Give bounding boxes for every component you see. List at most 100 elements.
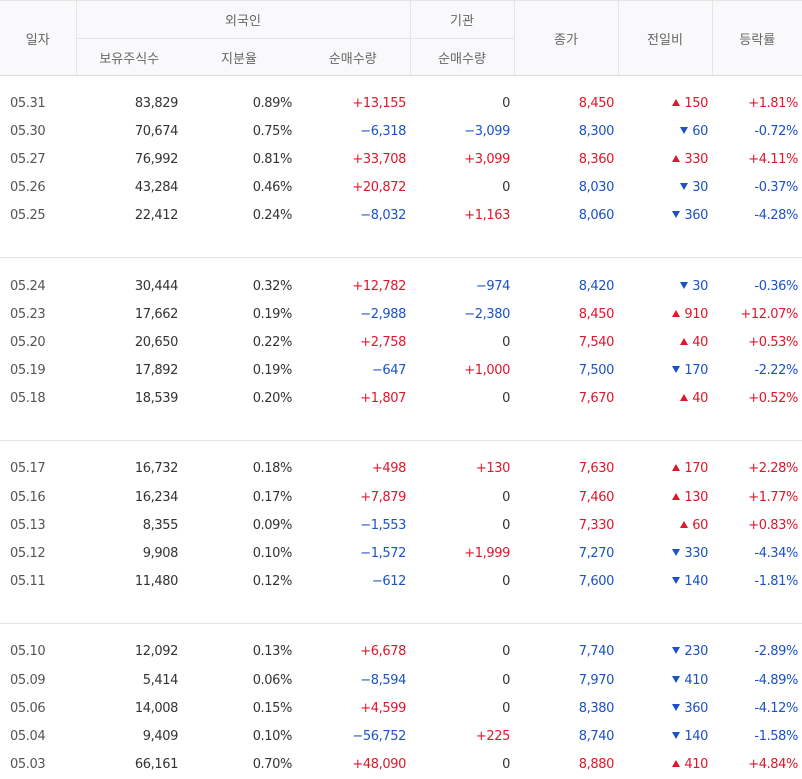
cell-inst-net: 0 bbox=[502, 517, 510, 533]
table-row: 05.12 9,908 0.10% −1,572 +1,999 7,270 330 -4.34… bbox=[0, 539, 802, 567]
table-body: 05.31 83,829 0.89% +13,155 0 8,450 150 +1.81% 05… bbox=[0, 76, 802, 779]
group-spacer bbox=[0, 412, 802, 441]
cell-change: 170 bbox=[618, 357, 712, 385]
cell-change: 60 bbox=[618, 117, 712, 145]
header-ratio: 지분율 bbox=[182, 38, 296, 76]
cell-date: 05.27 bbox=[10, 151, 46, 167]
change-value: 170 bbox=[684, 461, 708, 477]
cell-inst-net: −3,099 bbox=[464, 123, 510, 139]
cell-change: 910 bbox=[618, 300, 712, 328]
triangle-up-icon bbox=[680, 337, 689, 345]
cell-inst-net: −2,380 bbox=[464, 306, 510, 322]
cell-foreign-net: +12,782 bbox=[352, 278, 406, 294]
cell-foreign-net: −647 bbox=[371, 363, 407, 379]
cell-holdings: 11,480 bbox=[134, 574, 178, 590]
cell-change: 30 bbox=[618, 272, 712, 300]
cell-date: 05.20 bbox=[10, 334, 46, 350]
cell-inst-net: +1,163 bbox=[464, 208, 510, 224]
cell-holdings: 30,444 bbox=[134, 278, 178, 294]
cell-inst-net: 0 bbox=[502, 644, 510, 660]
change-value: 360 bbox=[684, 700, 708, 716]
cell-ratio: 0.15% bbox=[252, 700, 293, 716]
triangle-up-icon bbox=[672, 492, 681, 500]
cell-change: 140 bbox=[618, 568, 712, 596]
change-value: 360 bbox=[684, 208, 708, 224]
cell-date: 05.12 bbox=[10, 546, 46, 562]
header-rate: 등락률 bbox=[711, 0, 802, 76]
cell-ratio: 0.22% bbox=[252, 334, 293, 350]
cell-ratio: 0.46% bbox=[252, 180, 293, 196]
change-value: 30 bbox=[692, 278, 708, 294]
cell-inst-net: +1,000 bbox=[464, 363, 510, 379]
cell-rate: -2.22% bbox=[754, 363, 798, 379]
cell-foreign-net: −56,752 bbox=[352, 728, 406, 744]
cell-date: 05.11 bbox=[10, 574, 46, 590]
change-value: 40 bbox=[692, 334, 708, 350]
cell-rate: -1.81% bbox=[754, 574, 798, 590]
cell-close: 8,450 bbox=[578, 306, 615, 322]
cell-ratio: 0.10% bbox=[252, 546, 293, 562]
cell-foreign-net: +7,879 bbox=[360, 489, 406, 505]
cell-foreign-net: +4,599 bbox=[360, 700, 406, 716]
cell-inst-net: 0 bbox=[502, 489, 510, 505]
cell-rate: -2.89% bbox=[754, 644, 798, 660]
table-row: 05.23 17,662 0.19% −2,988 −2,380 8,450 910 +12.… bbox=[0, 300, 802, 328]
cell-date: 05.09 bbox=[10, 672, 46, 688]
change-value: 30 bbox=[692, 180, 708, 196]
cell-rate: +4.84% bbox=[748, 757, 798, 773]
cell-close: 8,060 bbox=[578, 208, 615, 224]
table-row: 05.10 12,092 0.13% +6,678 0 7,740 230 -2.89% bbox=[0, 638, 802, 666]
cell-ratio: 0.19% bbox=[252, 306, 293, 322]
cell-foreign-net: −6,318 bbox=[360, 123, 406, 139]
table-row: 05.20 20,650 0.22% +2,758 0 7,540 40 +0.53% bbox=[0, 328, 802, 356]
table-row: 05.18 18,539 0.20% +1,807 0 7,670 40 +0.52% bbox=[0, 385, 802, 413]
table-row: 05.27 76,992 0.81% +33,708 +3,099 8,360 330 +4.… bbox=[0, 145, 802, 173]
cell-close: 8,380 bbox=[578, 700, 615, 716]
cell-change: 360 bbox=[618, 202, 712, 230]
cell-rate: -0.37% bbox=[754, 180, 798, 196]
triangle-down-icon bbox=[680, 281, 689, 289]
cell-rate: -4.28% bbox=[754, 208, 798, 224]
table-row: 05.19 17,892 0.19% −647 +1,000 7,500 170 -2.22% bbox=[0, 357, 802, 385]
cell-foreign-net: −1,572 bbox=[360, 546, 406, 562]
cell-ratio: 0.70% bbox=[252, 757, 293, 773]
cell-close: 7,460 bbox=[578, 489, 615, 505]
group-spacer bbox=[0, 229, 802, 258]
table-row: 05.24 30,444 0.32% +12,782 −974 8,420 30 -0.36% bbox=[0, 272, 802, 300]
cell-date: 05.31 bbox=[10, 95, 46, 111]
cell-ratio: 0.24% bbox=[252, 208, 293, 224]
cell-close: 7,330 bbox=[578, 517, 615, 533]
triangle-down-icon bbox=[672, 731, 681, 739]
cell-foreign-net: +13,155 bbox=[352, 95, 406, 111]
cell-date: 05.13 bbox=[10, 517, 46, 533]
cell-ratio: 0.75% bbox=[252, 123, 293, 139]
table-row: 05.03 66,161 0.70% +48,090 0 8,880 410 +4.84% bbox=[0, 751, 802, 779]
cell-inst-net: 0 bbox=[502, 180, 510, 196]
group-spacer bbox=[0, 76, 802, 90]
cell-holdings: 9,409 bbox=[142, 728, 179, 744]
cell-ratio: 0.89% bbox=[252, 95, 293, 111]
triangle-down-icon bbox=[672, 211, 681, 219]
triangle-up-icon bbox=[672, 464, 681, 472]
cell-ratio: 0.81% bbox=[252, 151, 293, 167]
table-header: 일자 외국인 기관 종가 전일비 등락률 보유주식수 지분율 순매수량 순매수량 bbox=[0, 0, 802, 76]
cell-holdings: 5,414 bbox=[142, 672, 179, 688]
cell-close: 7,500 bbox=[578, 363, 615, 379]
triangle-down-icon bbox=[672, 366, 681, 374]
cell-rate: +0.83% bbox=[748, 517, 798, 533]
header-foreign-net: 순매수량 bbox=[296, 38, 410, 76]
cell-date: 05.06 bbox=[10, 700, 46, 716]
cell-ratio: 0.18% bbox=[252, 461, 293, 477]
cell-change: 140 bbox=[618, 722, 712, 750]
cell-foreign-net: −8,594 bbox=[360, 672, 406, 688]
cell-close: 8,300 bbox=[578, 123, 615, 139]
change-value: 140 bbox=[684, 574, 708, 590]
triangle-up-icon bbox=[672, 760, 681, 768]
cell-inst-net: 0 bbox=[502, 391, 510, 407]
cell-close: 7,600 bbox=[578, 574, 615, 590]
cell-foreign-net: −2,988 bbox=[360, 306, 406, 322]
cell-inst-net: −974 bbox=[475, 278, 511, 294]
triangle-down-icon bbox=[680, 183, 689, 191]
table-row: 05.09 5,414 0.06% −8,594 0 7,970 410 -4.89% bbox=[0, 666, 802, 694]
cell-ratio: 0.17% bbox=[252, 489, 293, 505]
